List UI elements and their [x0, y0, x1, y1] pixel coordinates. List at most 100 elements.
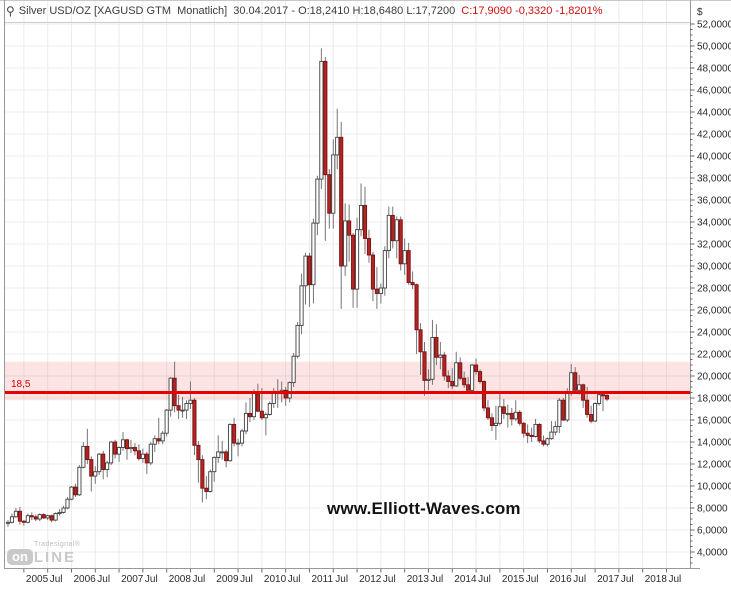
candle-body — [61, 507, 66, 513]
candle-body — [529, 434, 534, 437]
candle-body — [450, 381, 455, 387]
candle-body — [513, 411, 518, 420]
candle-body — [5, 521, 11, 524]
candle-body — [200, 459, 205, 489]
candle-body — [287, 382, 292, 399]
candle-body — [505, 412, 510, 415]
y-axis-tick-label: 52,0000 — [697, 20, 731, 31]
candle-body — [128, 447, 134, 450]
y-axis-tick-label: 4,0000 — [697, 548, 728, 559]
y-axis-tick-label: 38,0000 — [697, 174, 731, 185]
candle-body — [485, 407, 491, 419]
candle-body — [533, 423, 538, 437]
y-axis-tick-label: 32,0000 — [697, 240, 731, 251]
y-axis-tick-label: 16,0000 — [697, 416, 731, 427]
candle-body — [144, 453, 149, 464]
candle-body — [331, 154, 336, 214]
candle-body — [33, 516, 38, 520]
candle-body — [299, 285, 304, 326]
x-axis-tick-label: Jul — [193, 574, 206, 585]
candle-body — [105, 462, 110, 470]
candle-body — [228, 423, 233, 462]
candle-body — [101, 453, 106, 470]
candle-body — [521, 422, 526, 434]
x-axis-tick-label: Jul — [573, 574, 586, 585]
x-axis-tick-label: 2015 — [502, 574, 525, 585]
candle-body — [509, 412, 514, 420]
candle-body — [394, 219, 399, 242]
candle-body — [188, 399, 193, 404]
horizontal-level-line — [5, 391, 690, 394]
candle-body — [212, 456, 217, 473]
candle-body — [176, 405, 181, 411]
x-axis-tick-label: Jul — [50, 574, 63, 585]
candle-body — [358, 205, 364, 231]
candle-body — [303, 255, 308, 287]
x-axis-tick-label: 2011 — [312, 574, 334, 585]
candle-body — [57, 511, 62, 514]
y-axis-tick-label: 24,0000 — [697, 328, 731, 339]
candle-body — [517, 411, 522, 424]
chart-title-bar: ⚲ Silver USD/OZ [XAGUSD GTM Monatlich] 3… — [6, 0, 603, 22]
candle-body — [69, 486, 74, 500]
candle-body — [604, 394, 610, 400]
candle-body — [426, 378, 431, 381]
candle-body — [53, 513, 58, 521]
candle-body — [9, 516, 15, 523]
candle-body — [164, 409, 169, 434]
candle-body — [168, 377, 173, 411]
candle-body — [553, 426, 558, 433]
candle-body — [466, 384, 471, 391]
candle-body — [525, 432, 530, 436]
candle-body — [549, 431, 554, 440]
candle-body — [208, 471, 213, 492]
candle-body — [93, 471, 98, 477]
candle-body — [295, 324, 300, 357]
candle-body — [414, 284, 419, 331]
x-axis-tick-label: Jul — [431, 574, 444, 585]
candle-body — [89, 459, 94, 477]
candle-body — [493, 422, 498, 426]
candle-body — [569, 372, 574, 395]
x-axis-tick-label: Jul — [145, 574, 158, 585]
x-axis-tick-label: 2017 — [597, 574, 620, 585]
candle-body — [600, 394, 606, 397]
candle-body — [41, 514, 46, 519]
y-axis-tick-label: 14,0000 — [697, 438, 731, 449]
candle-body — [204, 487, 209, 492]
y-axis-tick-label: 44,0000 — [697, 108, 731, 119]
candle-body — [224, 451, 229, 462]
candle-body — [481, 381, 487, 409]
candle-body — [192, 399, 197, 446]
candle-body — [370, 254, 375, 290]
candle-body — [446, 375, 451, 382]
x-axis-tick-label: 2008 — [169, 574, 192, 585]
y-axis-tick-label: 36,0000 — [697, 196, 731, 207]
candle-body — [501, 406, 506, 414]
candle-body — [49, 515, 54, 521]
candle-body — [557, 399, 562, 428]
candle-body — [29, 515, 34, 518]
candle-body — [247, 412, 253, 418]
logo-brand-text: Tradesignal® — [34, 541, 81, 548]
close-change-values: C:17,9090 -0,3320 -1,8201% — [461, 5, 603, 17]
y-axis-tick-label: 42,0000 — [697, 130, 731, 141]
candle-body — [406, 250, 411, 283]
y-axis-tick-label: 18,0000 — [697, 394, 731, 405]
candle-body — [239, 430, 245, 444]
candle-body — [561, 399, 566, 421]
y-axis-tick-label: 46,0000 — [697, 86, 731, 97]
candle-body — [259, 410, 264, 419]
candle-body — [311, 222, 316, 286]
candle-body — [462, 377, 467, 386]
candle-body — [77, 466, 82, 496]
candle-body — [366, 238, 372, 256]
x-axis-tick-label: Jul — [383, 574, 396, 585]
candle-body — [382, 250, 387, 289]
candle-body — [25, 515, 30, 523]
candle-body — [263, 414, 268, 419]
candle-body — [319, 60, 324, 180]
x-axis-tick-label: 2016 — [550, 574, 573, 585]
candle-body — [251, 393, 256, 418]
